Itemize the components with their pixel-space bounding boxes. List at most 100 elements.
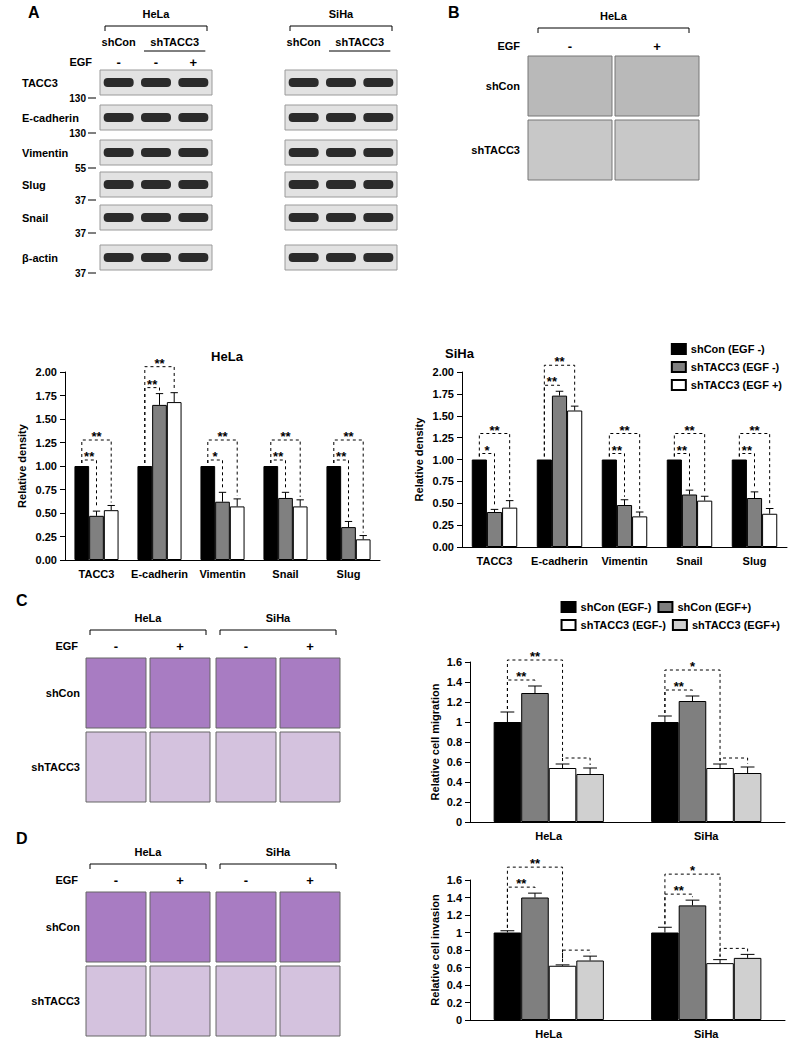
svg-text:Vimentin: Vimentin: [199, 568, 246, 580]
svg-text:0.2: 0.2: [447, 796, 462, 808]
svg-text:HeLa: HeLa: [600, 10, 628, 22]
svg-text:1.00: 1.00: [36, 460, 57, 472]
svg-text:0.4: 0.4: [447, 776, 463, 788]
svg-text:Vimentin: Vimentin: [601, 555, 648, 567]
svg-text:55: 55: [75, 163, 87, 174]
svg-text:TACC3: TACC3: [477, 555, 513, 567]
svg-text:TACC3: TACC3: [22, 77, 58, 89]
svg-text:shTACC3: shTACC3: [150, 36, 199, 48]
svg-text:2.00: 2.00: [433, 366, 454, 378]
svg-text:Slug: Slug: [743, 555, 767, 567]
svg-text:E-cadherin: E-cadherin: [531, 555, 588, 567]
svg-text:Relative density: Relative density: [16, 423, 28, 508]
svg-text:**: **: [217, 429, 228, 444]
svg-text:shTACC3: shTACC3: [471, 144, 520, 156]
svg-text:**: **: [516, 876, 527, 891]
svg-text:0.4: 0.4: [447, 979, 463, 991]
svg-text:0.25: 0.25: [433, 519, 454, 531]
svg-text:-: -: [114, 873, 118, 888]
svg-text:**: **: [677, 443, 688, 458]
svg-text:Relative cell invasion: Relative cell invasion: [429, 894, 441, 1006]
svg-text:-: -: [244, 639, 248, 654]
svg-text:130: 130: [69, 93, 86, 104]
svg-text:1.50: 1.50: [433, 410, 454, 422]
svg-text:β-actin: β-actin: [22, 252, 58, 264]
svg-text:shTACC3 (EGF+): shTACC3 (EGF+): [692, 619, 780, 631]
svg-text:1.6: 1.6: [447, 656, 462, 668]
svg-text:Snail: Snail: [22, 212, 48, 224]
svg-text:1.25: 1.25: [36, 437, 57, 449]
svg-text:shCon: shCon: [486, 80, 521, 92]
svg-text:SiHa: SiHa: [694, 830, 719, 842]
svg-text:+: +: [176, 639, 184, 654]
svg-text:shTACC3 (EGF +): shTACC3 (EGF +): [691, 379, 783, 391]
svg-text:**: **: [336, 449, 347, 464]
svg-text:SiHa: SiHa: [694, 1028, 719, 1040]
svg-text:shTACC3: shTACC3: [335, 36, 384, 48]
svg-text:D: D: [16, 830, 28, 847]
svg-text:Snail: Snail: [272, 568, 298, 580]
svg-text:C: C: [16, 592, 28, 609]
svg-text:Vimentin: Vimentin: [22, 147, 69, 159]
svg-text:**: **: [674, 883, 685, 898]
svg-text:**: **: [516, 669, 527, 684]
svg-text:1.4: 1.4: [447, 892, 463, 904]
svg-text:HeLa: HeLa: [143, 8, 171, 20]
svg-text:shCon: shCon: [46, 687, 81, 699]
svg-text:shCon: shCon: [46, 921, 81, 933]
svg-text:EGF: EGF: [55, 640, 78, 652]
svg-text:SiHa: SiHa: [266, 612, 291, 624]
svg-text:1.75: 1.75: [433, 388, 454, 400]
svg-text:SiHa: SiHa: [445, 346, 475, 361]
svg-text:**: **: [343, 429, 354, 444]
svg-text:EGF: EGF: [55, 874, 78, 886]
svg-text:**: **: [749, 423, 760, 438]
svg-text:37: 37: [75, 228, 87, 239]
svg-text:1.2: 1.2: [447, 696, 462, 708]
svg-text:HeLa: HeLa: [135, 612, 163, 624]
svg-text:SiHa: SiHa: [329, 8, 354, 20]
svg-text:**: **: [273, 449, 284, 464]
svg-text:0.8: 0.8: [447, 736, 462, 748]
svg-text:-: -: [116, 55, 120, 70]
svg-text:1.4: 1.4: [447, 676, 463, 688]
svg-text:E-cadherin: E-cadherin: [131, 568, 188, 580]
svg-text:+: +: [190, 55, 198, 70]
svg-text:*: *: [484, 443, 490, 458]
svg-text:E-cadherin: E-cadherin: [22, 112, 79, 124]
svg-text:**: **: [612, 443, 623, 458]
svg-text:**: **: [147, 377, 158, 392]
svg-text:*: *: [690, 863, 696, 878]
svg-text:Snail: Snail: [676, 555, 702, 567]
svg-text:Slug: Slug: [337, 568, 361, 580]
svg-text:Slug: Slug: [22, 179, 46, 191]
svg-text:**: **: [674, 679, 685, 694]
svg-text:0.6: 0.6: [447, 962, 462, 974]
svg-text:Relative density: Relative density: [413, 417, 425, 502]
svg-text:**: **: [684, 423, 695, 438]
svg-text:HeLa: HeLa: [535, 1028, 563, 1040]
svg-text:Relative cell migration: Relative cell migration: [429, 683, 441, 800]
svg-text:1.50: 1.50: [36, 413, 57, 425]
svg-text:shTACC3: shTACC3: [31, 761, 80, 773]
svg-text:1.6: 1.6: [447, 874, 462, 886]
svg-text:**: **: [619, 423, 630, 438]
svg-text:0.50: 0.50: [36, 507, 57, 519]
svg-text:1.75: 1.75: [36, 390, 57, 402]
svg-text:shCon: shCon: [287, 36, 322, 48]
svg-text:130: 130: [69, 128, 86, 139]
svg-text:0.75: 0.75: [36, 484, 57, 496]
svg-text:**: **: [489, 423, 500, 438]
svg-text:SiHa: SiHa: [266, 846, 291, 858]
svg-text:0.75: 0.75: [433, 475, 454, 487]
svg-text:+: +: [306, 873, 314, 888]
svg-text:**: **: [530, 856, 541, 871]
svg-text:shTACC3: shTACC3: [31, 995, 80, 1007]
svg-text:**: **: [154, 356, 165, 371]
svg-text:1.2: 1.2: [447, 909, 462, 921]
svg-text:HeLa: HeLa: [211, 349, 244, 364]
svg-text:shCon: shCon: [102, 36, 137, 48]
svg-text:shTACC3 (EGF-): shTACC3 (EGF-): [581, 619, 667, 631]
svg-text:+: +: [306, 639, 314, 654]
svg-text:0: 0: [456, 816, 462, 828]
